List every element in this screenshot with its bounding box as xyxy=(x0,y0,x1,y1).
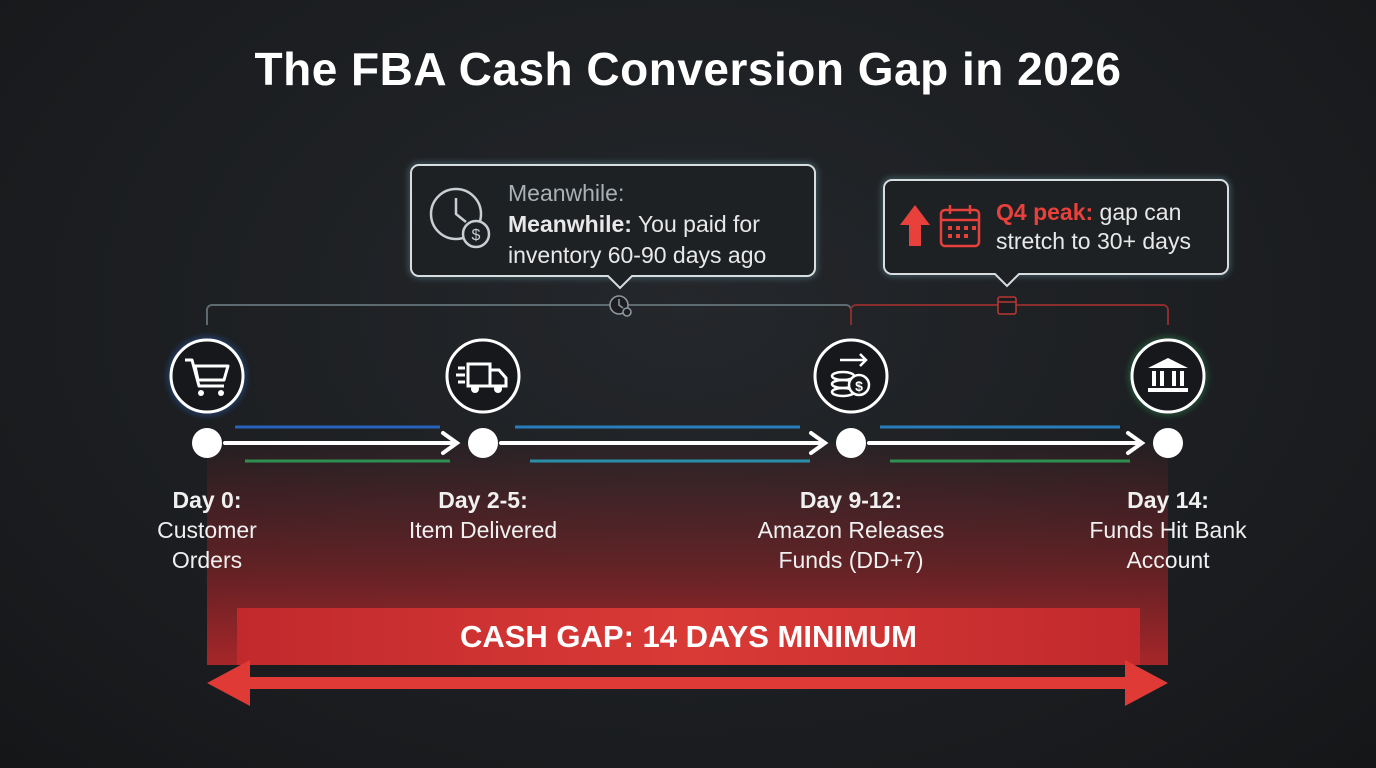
glow-lines xyxy=(235,425,1130,463)
step-icon xyxy=(445,338,521,414)
bracket xyxy=(206,304,852,325)
callout-text: gap can stretch to 30+ days xyxy=(996,199,1191,254)
step-label: Day 14: Funds Hit Bank Account xyxy=(1058,485,1278,575)
clock-money-icon: $ xyxy=(429,187,491,249)
step-text: Item Delivered xyxy=(408,517,558,543)
callout-text: Meanwhile: Meanwhile: You paid for inven… xyxy=(508,178,803,271)
step-icon xyxy=(167,336,247,416)
up-arrow-icon xyxy=(900,205,930,246)
callout-body: Meanwhile: You paid for inventory 60-90 … xyxy=(508,209,803,271)
step-day: Day 2-5: xyxy=(438,487,528,513)
calendar-icon xyxy=(939,205,981,248)
title: The FBA Cash Conversion Gap in 2026 xyxy=(254,43,1122,95)
callout-bold: Q4 peak: xyxy=(996,199,1094,225)
gap-arrow xyxy=(207,660,1168,706)
step-icon xyxy=(1128,336,1208,416)
step-label: Day 2-5: Item Delivered xyxy=(373,485,593,545)
timeline-dot xyxy=(192,428,1183,458)
step-label: Day 9-12: Amazon Releases Funds (DD+7) xyxy=(741,485,961,575)
step-day: Day 14: xyxy=(1127,487,1209,513)
step-label: Day 0: Customer Orders xyxy=(97,485,317,575)
step-text: Funds Hit Bank Account xyxy=(1089,517,1247,573)
step-day: Day 0: xyxy=(172,487,242,513)
step-icon: $ xyxy=(813,338,889,414)
callout-body: Q4 peak: gap can stretch to 30+ days xyxy=(996,198,1221,256)
clock-icon xyxy=(609,295,632,317)
gap-banner xyxy=(237,608,1140,665)
callout-bold: Meanwhile: xyxy=(508,211,632,237)
svg-text:$: $ xyxy=(472,227,481,244)
step-text: Customer Orders xyxy=(157,517,257,573)
callout-heading: Meanwhile: xyxy=(508,180,625,206)
gap-label: CASH GAP: 14 DAYS MINIMUM xyxy=(459,619,918,654)
step-text: Amazon Releases Funds (DD+7) xyxy=(757,517,945,573)
svg-text:$: $ xyxy=(855,378,863,394)
step-day: Day 9-12: xyxy=(799,487,903,513)
callout-text: You paid for inventory 60-90 days ago xyxy=(508,211,767,268)
calendar-icon xyxy=(997,296,1017,315)
callout-box xyxy=(408,162,818,290)
timeline-arrow xyxy=(223,431,1146,455)
